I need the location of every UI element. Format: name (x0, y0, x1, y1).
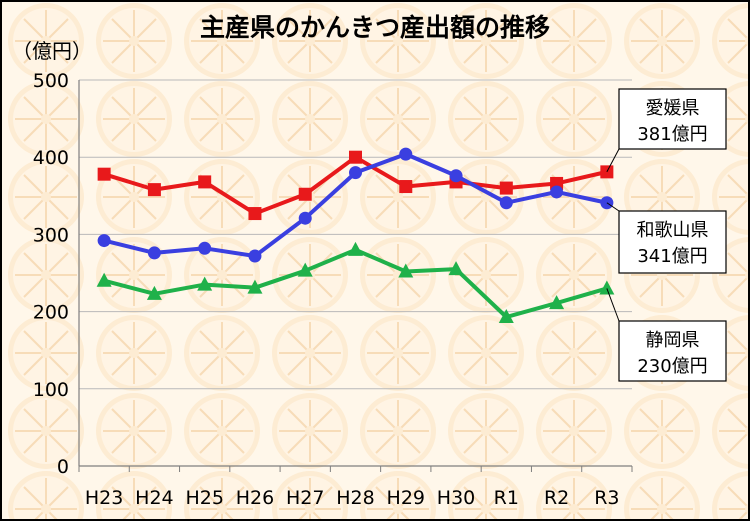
data-point-square (349, 150, 362, 164)
y-tick-label: 200 (33, 302, 69, 324)
data-point-circle (499, 196, 513, 210)
callout-leader-line (606, 202, 620, 212)
callout-series-name: 和歌山県 (637, 220, 709, 241)
data-point-square (97, 167, 111, 181)
y-tick-label: 0 (57, 456, 69, 478)
callout-series-name: 愛媛県 (646, 98, 700, 119)
callout-series-value: 341億円 (637, 246, 707, 267)
x-tick-label: H23 (85, 487, 123, 509)
x-tick-label: H25 (185, 487, 223, 509)
data-point-triangle (146, 285, 162, 300)
y-tick-label: 300 (33, 224, 69, 246)
callout-box (618, 88, 727, 150)
y-tick-label: 400 (33, 147, 69, 169)
data-point-triangle (197, 276, 213, 291)
x-tick-label: H27 (286, 487, 324, 509)
x-tick-label: H29 (387, 487, 425, 509)
data-point-triangle (247, 279, 263, 294)
x-tick-label: R2 (544, 487, 569, 509)
callout-leader-line (606, 148, 620, 173)
data-point-square (298, 187, 312, 201)
callout-leader-line (606, 288, 620, 322)
data-point-triangle (96, 272, 112, 287)
data-point-square (198, 175, 212, 189)
data-point-triangle (348, 241, 363, 256)
data-point-square (147, 183, 161, 197)
data-point-circle (198, 241, 212, 255)
chart-title: 主産県のかんきつ産出額の推移 (200, 13, 550, 42)
series-callout: 静岡県 230億円 (606, 288, 727, 382)
data-point-triangle (498, 309, 514, 324)
y-tick-label: 100 (33, 379, 69, 401)
series-callout: 愛媛県 381億円 (606, 88, 727, 173)
x-tick-label: H28 (336, 487, 374, 509)
data-point-square (499, 181, 513, 195)
data-point-square (399, 180, 413, 194)
x-tick-label: H26 (236, 487, 274, 509)
data-point-triangle (398, 263, 414, 278)
data-point-circle (349, 166, 362, 180)
x-tick-label: R1 (494, 487, 519, 509)
data-point-square (248, 207, 262, 221)
callout-series-value: 230億円 (637, 356, 707, 377)
x-tick-label: H30 (437, 487, 475, 509)
y-unit-label: （億円） (12, 39, 92, 63)
data-point-circle (449, 169, 463, 183)
data-point-circle (97, 234, 111, 248)
callout-box (618, 210, 727, 274)
data-point-circle (248, 249, 262, 263)
data-point-circle (298, 211, 312, 225)
data-point-triangle (549, 295, 565, 310)
data-point-circle (147, 246, 161, 260)
data-point-triangle (297, 262, 313, 277)
series-group (96, 241, 615, 324)
callout-series-value: 381億円 (637, 124, 707, 145)
series-callout: 和歌山県 341億円 (606, 202, 727, 274)
x-tick-label: H24 (135, 487, 173, 509)
callout-box (618, 320, 727, 382)
data-point-triangle (448, 261, 464, 276)
series-layer (96, 147, 615, 324)
axis-layer: 0 100 200 300 400 500 H23 H24 H25 H26 H27 H28 H29 H30… (33, 70, 633, 509)
x-tick-label: R3 (594, 487, 619, 509)
data-point-triangle (599, 280, 615, 295)
callout-series-name: 静岡県 (646, 330, 700, 351)
data-point-circle (399, 147, 413, 161)
y-tick-label: 500 (33, 70, 69, 92)
data-point-circle (550, 185, 564, 199)
